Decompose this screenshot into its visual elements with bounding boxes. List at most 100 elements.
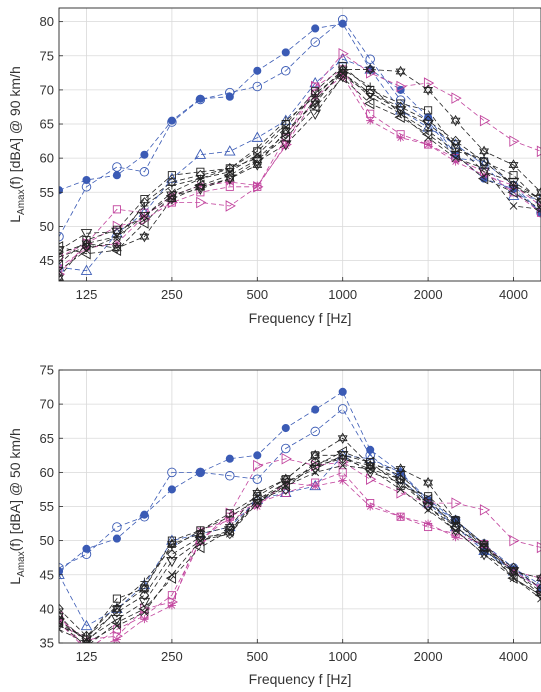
data-point-s12-8 — [281, 116, 290, 125]
data-point-s3-6 — [225, 200, 236, 212]
data-point-s12-1 — [82, 632, 91, 641]
y-tick-label: 50 — [40, 533, 54, 548]
data-point-s10-16 — [509, 202, 518, 210]
data-point-s7-13 — [423, 501, 433, 512]
data-point-s5-7 — [253, 182, 262, 191]
y-tick-label: 70 — [40, 397, 54, 412]
data-point-s8-12-a — [395, 463, 406, 472]
data-point-s0-9 — [311, 405, 320, 414]
y-axis-label: LAmax(f) [dBA] @ 50 km/h — [7, 428, 27, 585]
data-point-s8-17-a — [536, 186, 541, 196]
data-point-s10-3 — [140, 608, 149, 617]
data-point-s12-0 — [59, 621, 63, 630]
y-tick-label: 35 — [40, 636, 54, 651]
y-tick-label: 45 — [40, 567, 54, 582]
data-point-s3-16 — [509, 135, 520, 147]
data-point-s1-4 — [167, 467, 177, 478]
data-point-s3-17 — [536, 145, 541, 158]
series-line-4 — [59, 480, 541, 643]
data-point-s8-10 — [337, 432, 348, 444]
data-point-s6-4 — [166, 556, 178, 568]
data-point-s11-17 — [536, 198, 541, 207]
data-point-s8-4-b — [166, 196, 177, 205]
data-point-s12-7 — [253, 143, 262, 152]
data-point-s6-2 — [111, 614, 123, 626]
data-point-s8-17 — [536, 186, 541, 198]
y-axis-label-main: L — [7, 577, 23, 585]
series-line-6 — [59, 75, 541, 251]
data-point-s3-5 — [196, 196, 207, 209]
data-point-s12-13 — [424, 499, 433, 508]
data-point-s12-16 — [509, 181, 518, 190]
data-point-s5-9 — [311, 478, 320, 487]
data-point-s3-12 — [396, 80, 407, 93]
data-point-s1-6 — [225, 471, 235, 481]
data-point-s3-8 — [281, 452, 292, 465]
y-tick-label: 65 — [40, 117, 54, 132]
data-point-s8-14-b — [450, 117, 461, 127]
data-point-s9-10 — [336, 71, 347, 84]
data-point-s10-4 — [168, 188, 176, 197]
data-point-s8-7-b — [252, 490, 263, 499]
data-point-s8-0-b — [59, 274, 64, 281]
series-line-0 — [59, 391, 541, 589]
data-point-s4-13 — [424, 140, 433, 149]
series-line-8 — [59, 437, 541, 643]
data-point-s8-12-a — [395, 65, 406, 75]
data-point-s12-4 — [167, 543, 176, 552]
series-line-9 — [59, 77, 541, 255]
data-point-s5-11 — [366, 109, 375, 118]
data-point-s9-8 — [279, 480, 290, 492]
data-point-s3-15 — [479, 504, 491, 516]
data-point-s12-17 — [537, 195, 541, 204]
data-point-s11-13 — [424, 106, 433, 115]
data-point-s7-17 — [536, 197, 541, 208]
data-point-s7-14 — [450, 135, 461, 147]
data-point-s12-9 — [311, 92, 320, 101]
data-point-s2-7 — [251, 131, 264, 142]
data-point-s0-7 — [253, 451, 262, 460]
data-point-s12-14 — [451, 519, 460, 528]
data-point-s5-12 — [396, 512, 405, 521]
data-point-s4-11 — [366, 116, 375, 125]
data-point-s1-3 — [139, 511, 150, 522]
data-point-s4-10 — [338, 72, 347, 81]
data-point-s6-3 — [138, 212, 151, 223]
data-point-s5-12 — [396, 130, 405, 139]
data-point-s4-2 — [112, 635, 121, 643]
data-point-s8-10-b — [337, 435, 348, 444]
data-point-s9-2 — [110, 244, 122, 257]
data-point-s8-5 — [195, 181, 206, 193]
data-point-s9-5 — [194, 179, 205, 192]
data-point-s1-7 — [252, 474, 263, 484]
axes-box — [58, 7, 541, 282]
data-point-s8-13-a — [423, 476, 434, 486]
data-point-s10-15 — [480, 550, 488, 559]
data-point-s7-0 — [59, 603, 64, 615]
x-tick-label: 2000 — [414, 287, 443, 302]
data-point-s2-0 — [59, 568, 65, 579]
data-point-s12-5 — [196, 174, 205, 183]
data-point-s8-13 — [423, 476, 434, 489]
data-point-s10-13 — [424, 506, 432, 514]
series-line-9 — [59, 451, 541, 643]
data-point-s4-7 — [253, 181, 262, 190]
data-point-s9-15 — [477, 172, 489, 185]
data-point-s9-8 — [279, 131, 290, 144]
y-axis-label-rest: (f) [dBA] @ 90 km/h — [7, 66, 23, 189]
data-point-s12-1 — [82, 239, 91, 248]
data-point-s8-11-b — [365, 66, 376, 76]
y-tick-label: 80 — [40, 14, 54, 29]
series-line-11 — [59, 454, 541, 641]
data-point-s12-9 — [311, 461, 320, 470]
series-line-12 — [59, 458, 541, 637]
series-line-10 — [59, 72, 541, 272]
data-point-s12-15 — [480, 540, 489, 549]
data-point-s1-6 — [225, 87, 235, 98]
data-point-s8-13-b — [423, 479, 434, 489]
data-point-s8-13-b — [423, 87, 434, 96]
data-point-s7-11 — [365, 463, 375, 475]
data-point-s12-16 — [509, 574, 518, 583]
series-line-12 — [59, 68, 541, 255]
